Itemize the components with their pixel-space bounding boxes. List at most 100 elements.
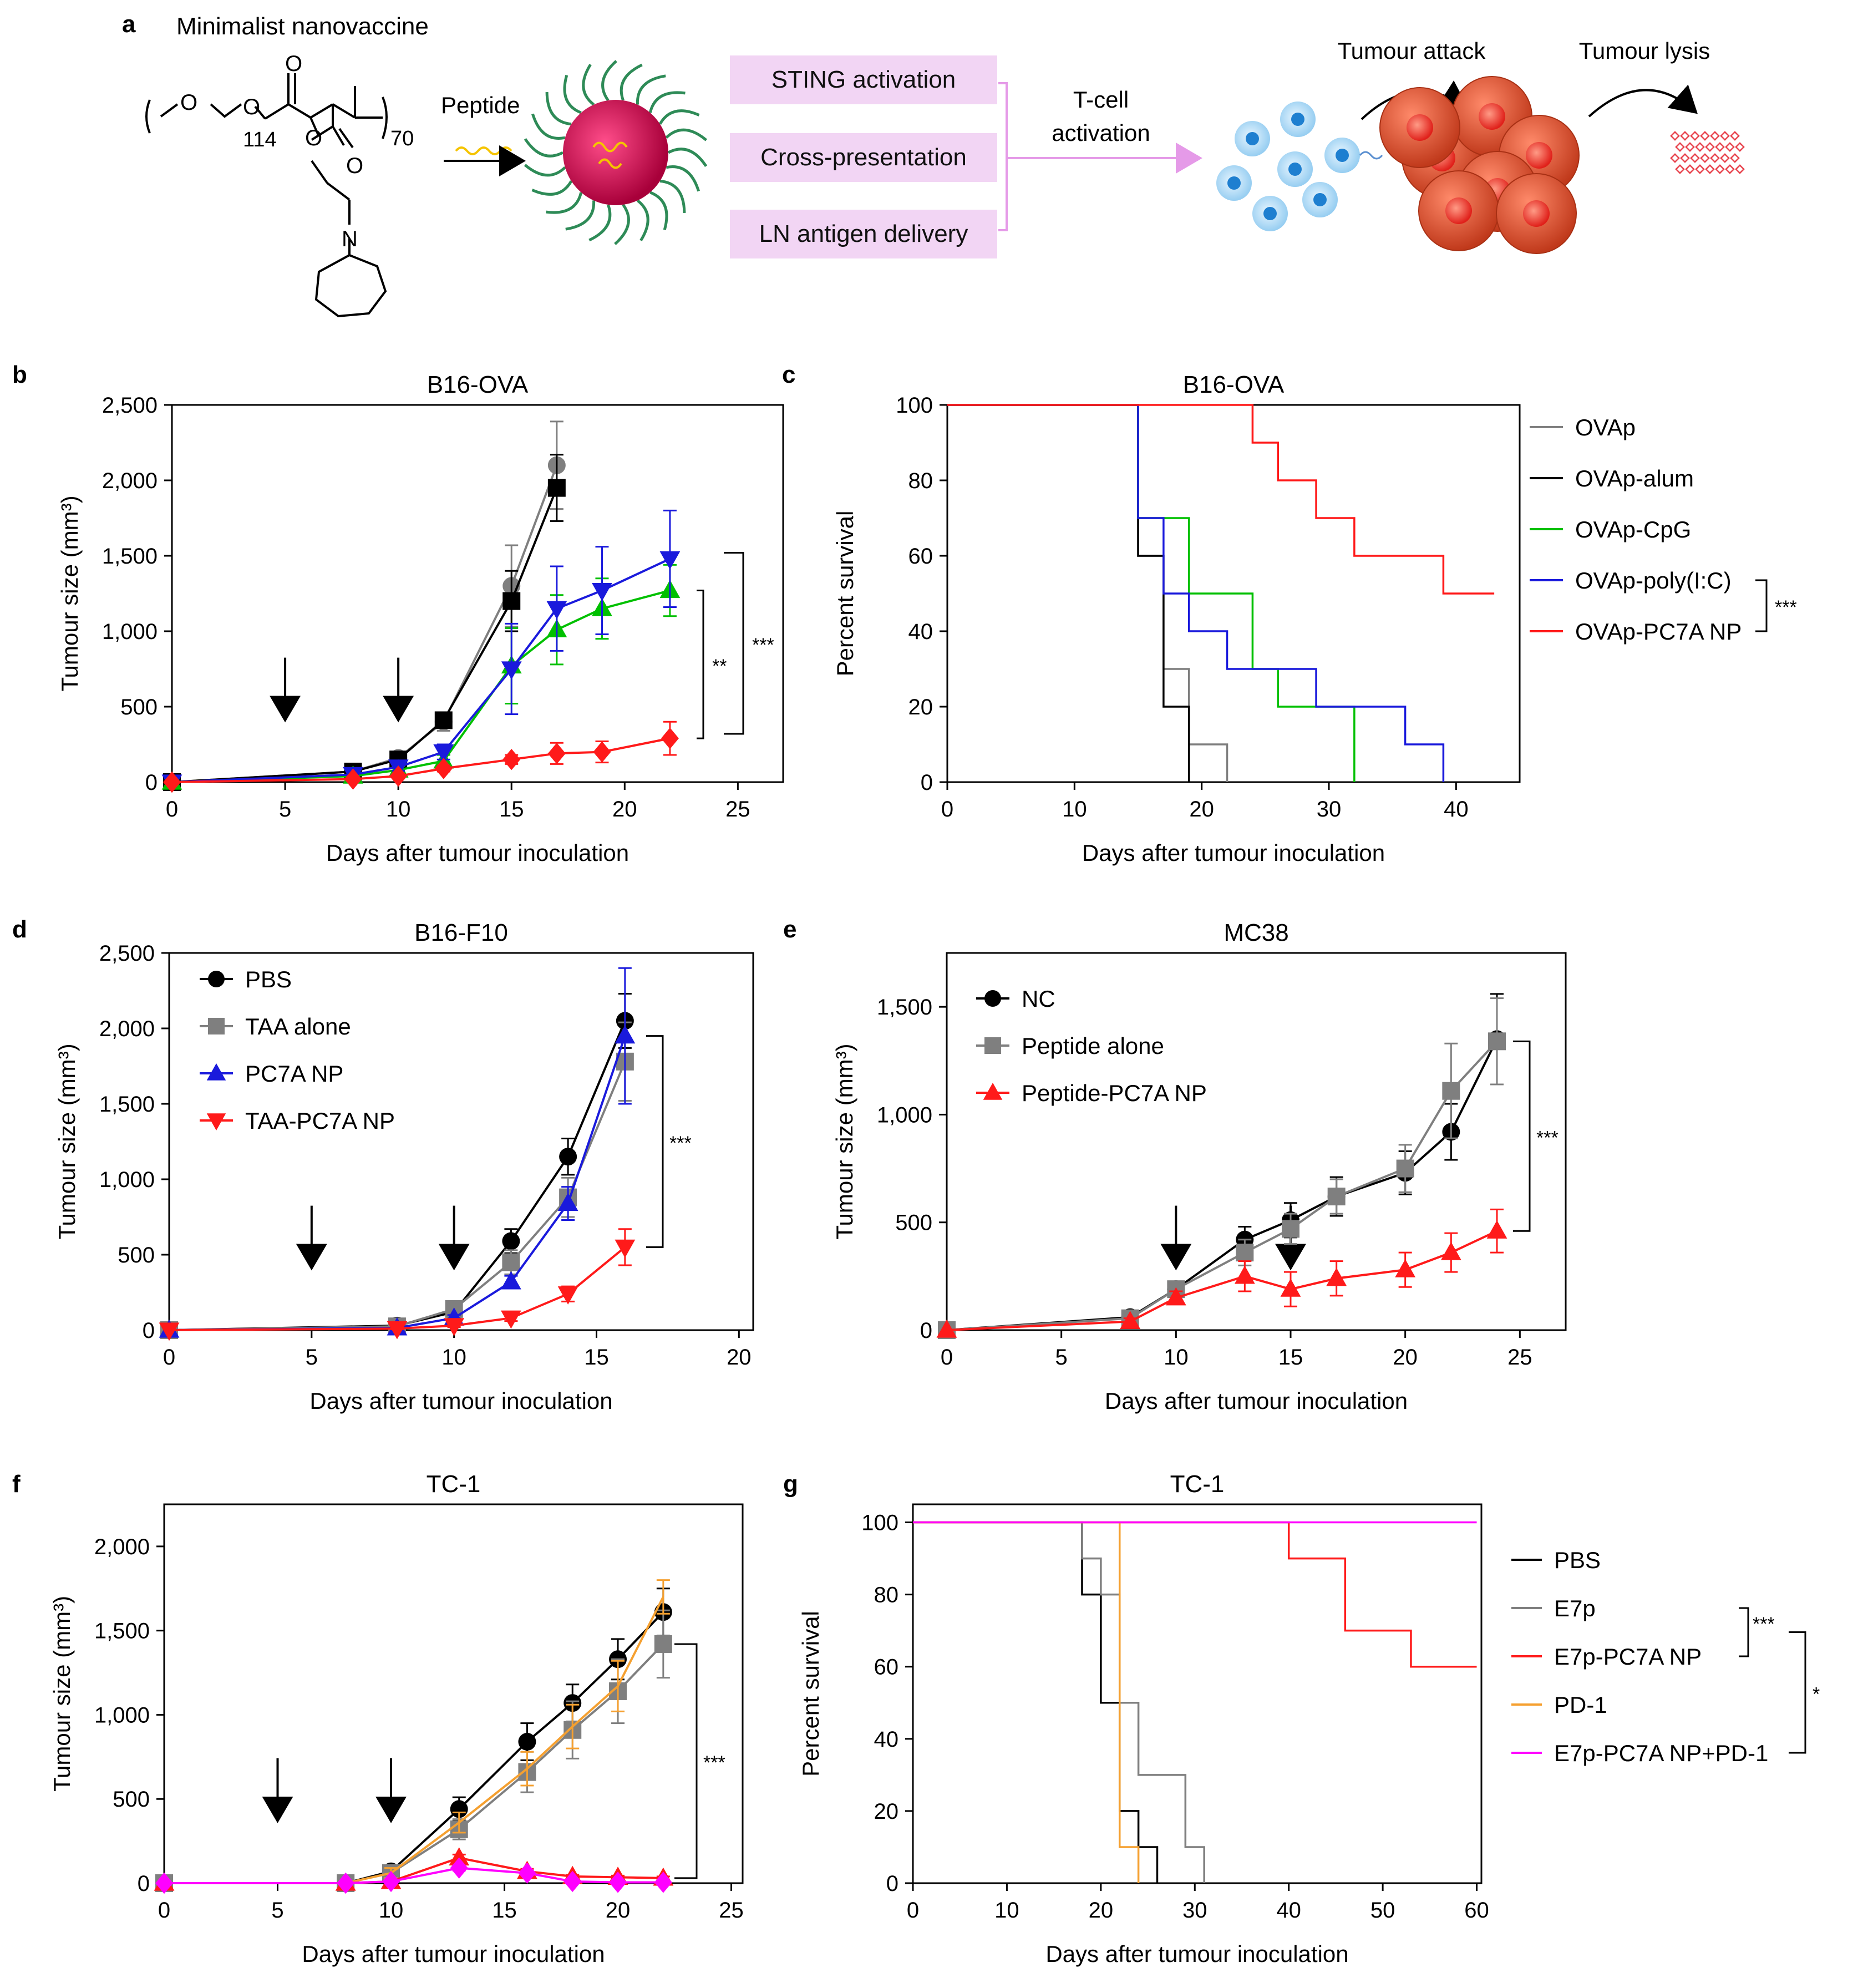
legend-label: Peptide alone [1022,1033,1164,1059]
data-point [936,1319,957,1338]
legend-label: PD-1 [1554,1692,1607,1718]
series-ovap-alum [947,404,1190,782]
legend-label: OVAp-CpG [1575,516,1691,542]
y-tick-label: 500 [120,695,158,719]
panel-label: g [783,1470,798,1498]
sig-bracket [697,590,704,739]
y-axis-label: Tumour size (mm³) [831,1043,857,1239]
significance: *** [1513,1040,1559,1232]
debris-fragment [1720,131,1730,141]
series-line [169,1061,626,1331]
np-strand [648,91,686,113]
y-tick-label: 100 [896,393,933,418]
sig-label: *** [752,635,774,656]
sig-label: ** [712,656,727,677]
legend-label: NC [1022,986,1055,1012]
data-point [159,1322,180,1341]
chart-g: g TC-1 0 10 20 30 40 50 60 0 20 40 60 80 100 Days after… [783,1470,1820,1967]
series-ovap-poly-i-c- [947,404,1445,782]
legend: NC Peptide alone Peptide-PC7A NP [976,986,1207,1106]
polymer-o1: O [180,90,197,115]
data-point [206,1063,226,1081]
series-line [171,487,558,783]
debris-fragment [1710,131,1720,141]
lysis-arrow [1588,84,1698,118]
x-tick-label: 25 [725,797,750,821]
debris-fragment [1680,131,1690,141]
np-strand [563,74,582,114]
np-strand [588,204,612,242]
t-cell-nucleus [1336,149,1349,162]
debris-fragment [1690,153,1700,163]
chart-title: TC-1 [1170,1470,1225,1498]
x-tick-label: 0 [907,1898,919,1923]
sig-label: *** [703,1752,725,1773]
chart-e: e MC38 0 5 10 15 20 25 0 500 1,000 1,500 Days after … [783,916,1567,1414]
y-tick-label: 1,500 [94,1619,150,1644]
data-point [389,765,408,787]
x-tick-label: 15 [1278,1345,1303,1370]
data-point [593,741,611,763]
polymer-amine: N [342,227,358,251]
t-cell-nucleus [1288,163,1302,176]
legend-label: E7p-PC7A NP [1554,1644,1702,1670]
y-tick-label: 1,000 [94,1703,150,1727]
debris-fragment [1700,131,1710,141]
data-point [1236,1244,1254,1262]
x-axis-label: Days after tumour inoculation [326,840,629,866]
data-point [1395,1259,1416,1277]
x-tick-label: 5 [1055,1345,1068,1370]
chart-title: B16-F10 [414,919,508,946]
sig-label: * [1813,1683,1820,1705]
t-cell-nucleus [1313,193,1327,206]
data-point [1488,1032,1506,1051]
data-point [502,1232,520,1250]
x-tick-label: 25 [1507,1345,1532,1370]
data-point [502,1253,520,1271]
debris-fragment [1720,153,1730,163]
y-tick-label: 0 [921,770,933,795]
data-point [502,592,521,610]
plot-frame [171,404,784,783]
legend-label: OVAp [1575,414,1636,440]
data-point [609,1872,627,1893]
x-tick-label: 20 [1189,797,1214,821]
x-tick-label: 15 [584,1345,609,1370]
x-tick-label: 50 [1370,1898,1395,1923]
x-axis-label: Days after tumour inoculation [1045,1941,1348,1967]
y-tick-label: 2,000 [94,1535,150,1559]
sig-bracket [646,1035,664,1248]
data-point [1234,1265,1255,1284]
debris-fragment [1735,164,1745,174]
debris-fragment [1715,164,1725,174]
legend-label: OVAp-PC7A NP [1575,618,1742,645]
x-tick-label: 20 [727,1345,752,1370]
polymer-o5: O [346,154,363,178]
y-tick-label: 1,500 [99,1092,155,1117]
legend-label: PC7A NP [245,1061,343,1087]
debris-fragment [1670,153,1680,163]
t-cell-nucleus [1246,132,1259,145]
sig-label: *** [1753,1614,1775,1635]
sig-bracket [1739,1607,1749,1657]
x-axis-label: Days after tumour inoculation [309,1388,612,1414]
data-point [557,1193,578,1211]
tumour-nucleus [1523,200,1550,227]
y-tick-label: 1,000 [877,1103,932,1127]
np-strand [524,164,566,177]
debris-fragment [1695,164,1705,174]
debris-fragment [1695,142,1705,152]
series-pbs [155,1588,672,1892]
legend-label: PBS [245,966,292,992]
np-strand [524,138,564,158]
plot-frame [912,1503,1483,1884]
panel-label: b [12,361,27,388]
peptide-label: Peptide [441,92,520,118]
tumour-lysis-label: Tumour lysis [1579,38,1710,64]
data-point [382,1870,400,1893]
data-point [500,1310,521,1329]
debris-fragment [1700,153,1710,163]
y-axis-label: Percent survival [798,1611,824,1777]
x-tick-label: 10 [994,1898,1019,1923]
